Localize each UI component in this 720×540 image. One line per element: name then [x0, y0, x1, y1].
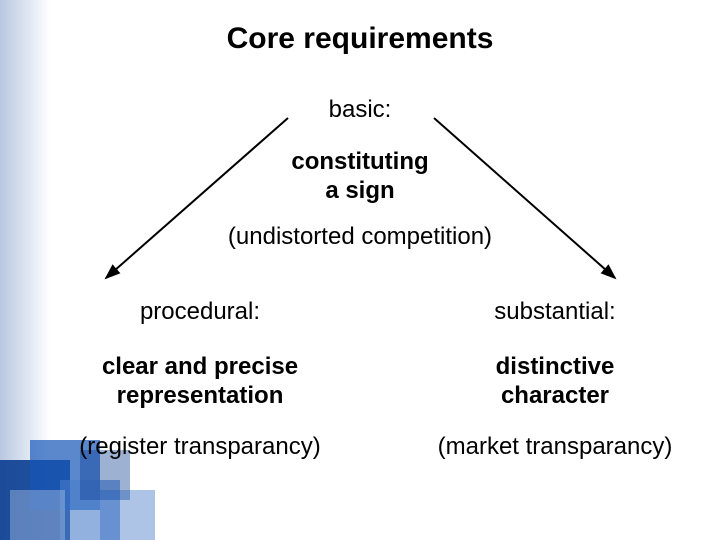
label-distinctive-character: distinctive character — [425, 353, 685, 411]
clear-line1: clear and precise — [102, 353, 298, 380]
constituting-line2: a sign — [325, 177, 394, 204]
label-substantial: substantial: — [425, 298, 685, 327]
clear-line2: representation — [117, 382, 284, 409]
label-register-transparency: (register transparancy) — [30, 433, 370, 462]
constituting-line1: constituting — [291, 148, 428, 175]
register-text: (register transparancy) — [79, 433, 320, 460]
undistorted-text: (undistorted competition) — [228, 223, 492, 250]
market-text: (market transparancy) — [438, 433, 673, 460]
procedural-text: procedural: — [140, 298, 260, 325]
label-basic-text: basic: — [329, 96, 392, 123]
label-procedural: procedural: — [70, 298, 330, 327]
substantial-text: substantial: — [494, 298, 615, 325]
label-undistorted-competition: (undistorted competition) — [160, 223, 560, 252]
distinctive-line2: character — [501, 382, 609, 409]
label-clear-precise-representation: clear and precise representation — [50, 353, 350, 411]
label-basic: basic: — [260, 96, 460, 125]
label-market-transparency: (market transparancy) — [385, 433, 720, 462]
label-constituting-a-sign: constituting a sign — [230, 148, 490, 206]
title-text: Core requirements — [227, 22, 494, 55]
distinctive-line1: distinctive — [496, 353, 615, 380]
slide-title: Core requirements — [0, 22, 720, 56]
